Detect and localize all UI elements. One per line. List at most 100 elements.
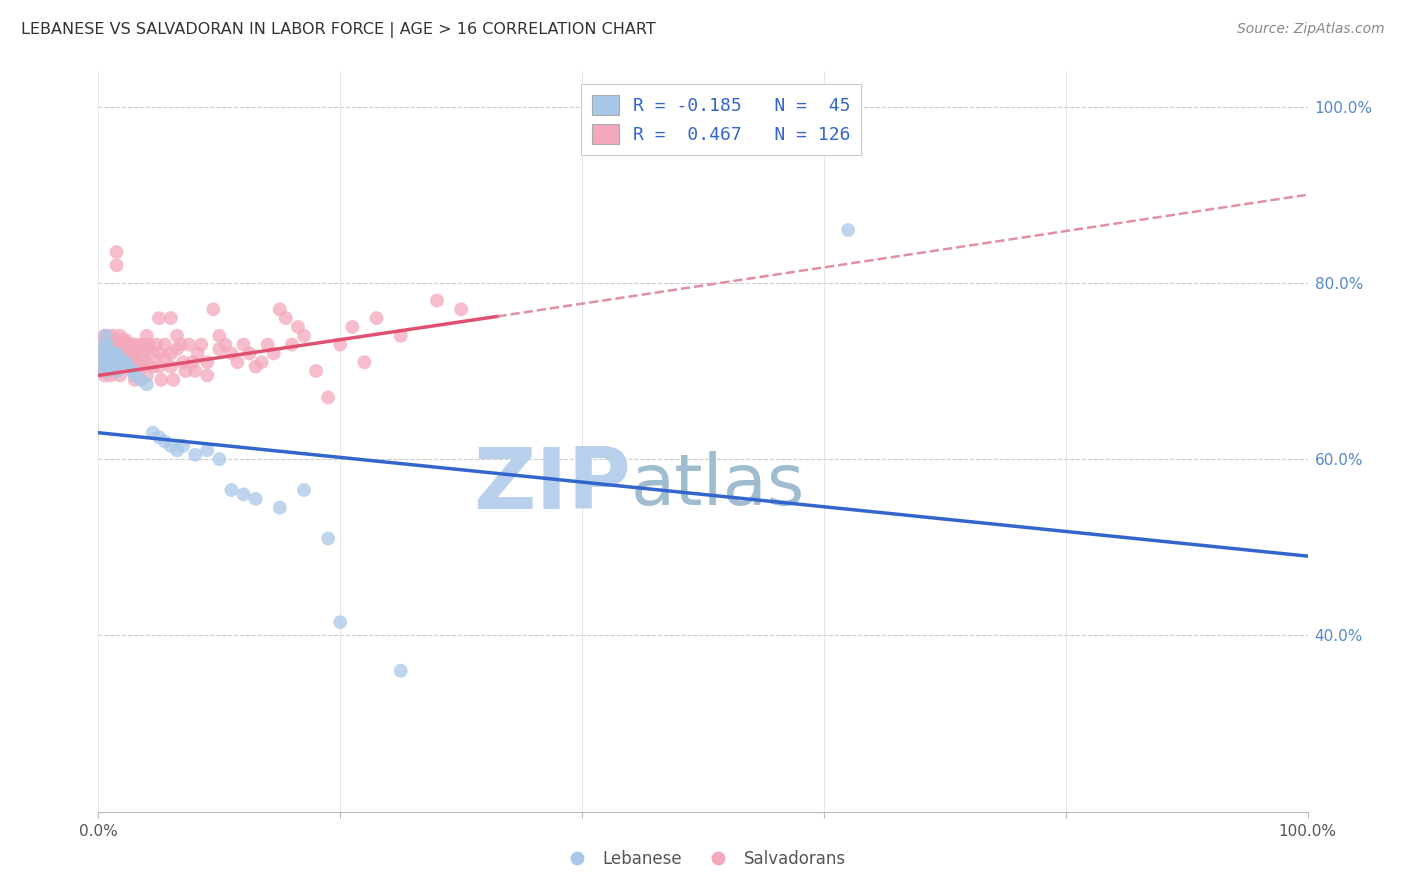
Point: [112, 337, 135, 351]
Point: [100, 355, 122, 369]
Point: [91, 364, 114, 378]
Point: [118, 359, 141, 374]
Point: [221, 483, 243, 497]
Point: [124, 346, 146, 360]
Point: [93, 342, 115, 356]
Text: ZIP: ZIP: [472, 444, 630, 527]
Point: [162, 373, 184, 387]
Point: [91, 346, 114, 360]
Point: [105, 351, 128, 365]
Point: [93, 355, 115, 369]
Point: [101, 328, 124, 343]
Point: [105, 364, 128, 378]
Point: [98, 346, 121, 360]
Point: [97, 364, 120, 378]
Point: [142, 346, 165, 360]
Point: [101, 346, 124, 360]
Point: [117, 342, 139, 356]
Point: [153, 337, 176, 351]
Point: [263, 346, 285, 360]
Legend: R = -0.185   N =  45, R =  0.467   N = 126: R = -0.185 N = 45, R = 0.467 N = 126: [581, 84, 862, 154]
Point: [103, 351, 125, 365]
Point: [179, 337, 201, 351]
Point: [153, 434, 176, 449]
Point: [94, 328, 117, 343]
Point: [105, 258, 128, 272]
Point: [91, 346, 114, 360]
Point: [96, 337, 118, 351]
Point: [110, 337, 132, 351]
Point: [100, 346, 122, 360]
Point: [105, 346, 128, 360]
Point: [292, 483, 315, 497]
Point: [101, 355, 124, 369]
Point: [160, 359, 183, 374]
Point: [90, 355, 112, 369]
Point: [94, 346, 117, 360]
Point: [98, 355, 121, 369]
Point: [389, 328, 412, 343]
Point: [174, 364, 197, 378]
Point: [115, 333, 138, 347]
Point: [389, 664, 412, 678]
Point: [108, 355, 131, 369]
Point: [184, 448, 207, 462]
Point: [135, 355, 157, 369]
Point: [160, 311, 183, 326]
Point: [121, 364, 143, 378]
Point: [172, 439, 194, 453]
Point: [366, 311, 388, 326]
Point: [124, 368, 146, 383]
Point: [93, 351, 115, 365]
Point: [118, 359, 141, 374]
Point: [100, 333, 122, 347]
Point: [91, 359, 114, 374]
Point: [104, 342, 127, 356]
Point: [184, 364, 207, 378]
Point: [316, 532, 339, 546]
Point: [111, 333, 134, 347]
Point: [108, 368, 131, 383]
Point: [274, 311, 297, 326]
Point: [329, 337, 352, 351]
Point: [107, 351, 129, 365]
Point: [169, 337, 191, 351]
Point: [114, 342, 136, 356]
Point: [100, 337, 122, 351]
Point: [281, 337, 304, 351]
Point: [329, 615, 352, 630]
Point: [202, 302, 225, 317]
Point: [142, 359, 165, 374]
Point: [121, 351, 143, 365]
Point: [148, 430, 170, 444]
Point: [127, 342, 149, 356]
Point: [100, 351, 122, 365]
Point: [129, 337, 152, 351]
Point: [103, 351, 125, 365]
Point: [111, 359, 134, 374]
Point: [97, 346, 120, 360]
Point: [145, 337, 167, 351]
Point: [232, 337, 254, 351]
Point: [226, 355, 249, 369]
Point: [91, 355, 114, 369]
Point: [94, 337, 117, 351]
Point: [316, 391, 339, 405]
Point: [135, 328, 157, 343]
Point: [208, 452, 231, 467]
Point: [108, 328, 131, 343]
Point: [97, 359, 120, 374]
Point: [148, 359, 170, 374]
Point: [132, 355, 155, 369]
Point: [93, 337, 115, 351]
Point: [187, 346, 209, 360]
Point: [353, 355, 375, 369]
Point: [100, 359, 122, 374]
Point: [342, 320, 364, 334]
Point: [269, 302, 291, 317]
Point: [129, 373, 152, 387]
Point: [107, 337, 129, 351]
Point: [166, 342, 188, 356]
Point: [100, 342, 122, 356]
Point: [129, 346, 152, 360]
